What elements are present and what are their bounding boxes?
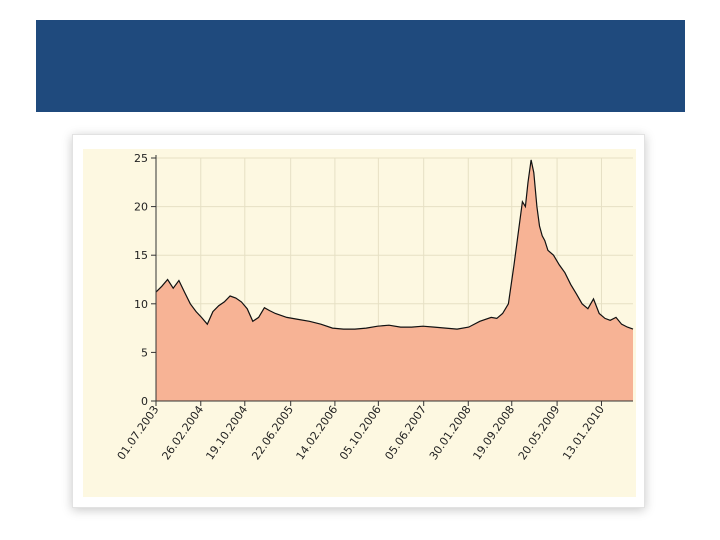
y-tick-label: 5 [141,346,148,359]
title-banner [36,20,685,112]
y-tick-label: 10 [134,298,148,311]
y-tick-label: 0 [141,395,148,408]
y-tick-label: 25 [134,152,148,165]
axes [155,155,633,402]
y-axis-ticks: 0 5 10 15 20 25 [134,152,156,408]
area-series-fill [156,159,633,401]
y-tick-label: 15 [134,249,148,262]
chart-card: 0 5 10 15 20 25 01.07.2003 26.02.2004 19.10.200… [72,134,645,508]
y-tick-label: 20 [134,201,148,214]
area-series-line [155,159,634,330]
